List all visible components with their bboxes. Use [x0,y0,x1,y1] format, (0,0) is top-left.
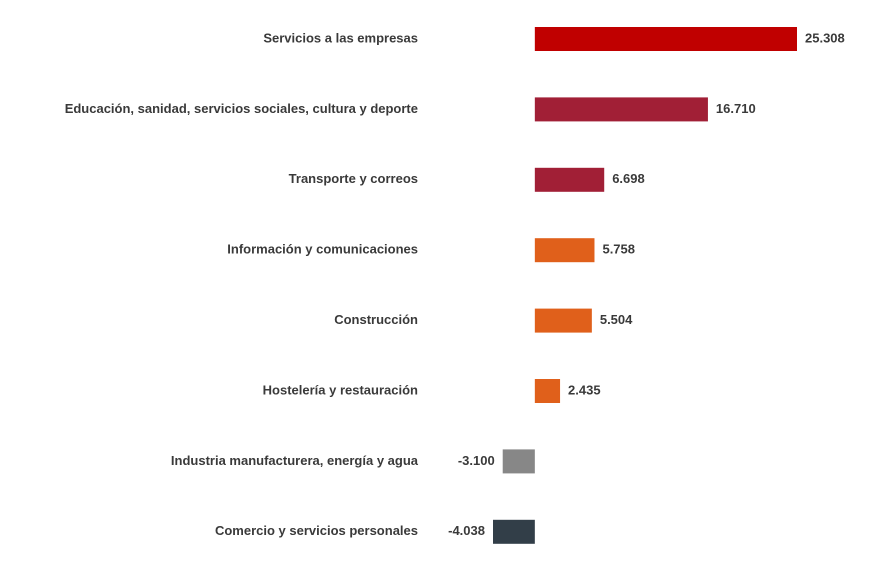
value-label: 25.308 [805,30,845,45]
value-label: 5.504 [600,312,633,327]
bar [534,97,708,122]
category-label: Transporte y correos [289,171,418,186]
bar [534,167,605,192]
value-label: 2.435 [568,382,601,397]
value-label: 6.698 [612,171,645,186]
bar [502,449,535,474]
bar [534,238,595,263]
category-label: Educación, sanidad, servicios sociales, … [65,101,418,116]
bar [534,308,592,333]
category-label: Industria manufacturera, energía y agua [171,453,419,468]
bar [534,27,797,51]
category-label: Servicios a las empresas [263,30,418,45]
category-label: Hostelería y restauración [263,382,418,397]
value-label: -4.038 [448,523,485,538]
bar [493,519,535,544]
category-label: Construcción [334,312,418,327]
category-label: Comercio y servicios personales [215,523,418,538]
value-label: 5.758 [602,242,635,257]
bar [534,379,561,403]
value-label: 16.710 [716,101,756,116]
category-label: Información y comunicaciones [227,242,418,257]
value-label: -3.100 [458,453,495,468]
